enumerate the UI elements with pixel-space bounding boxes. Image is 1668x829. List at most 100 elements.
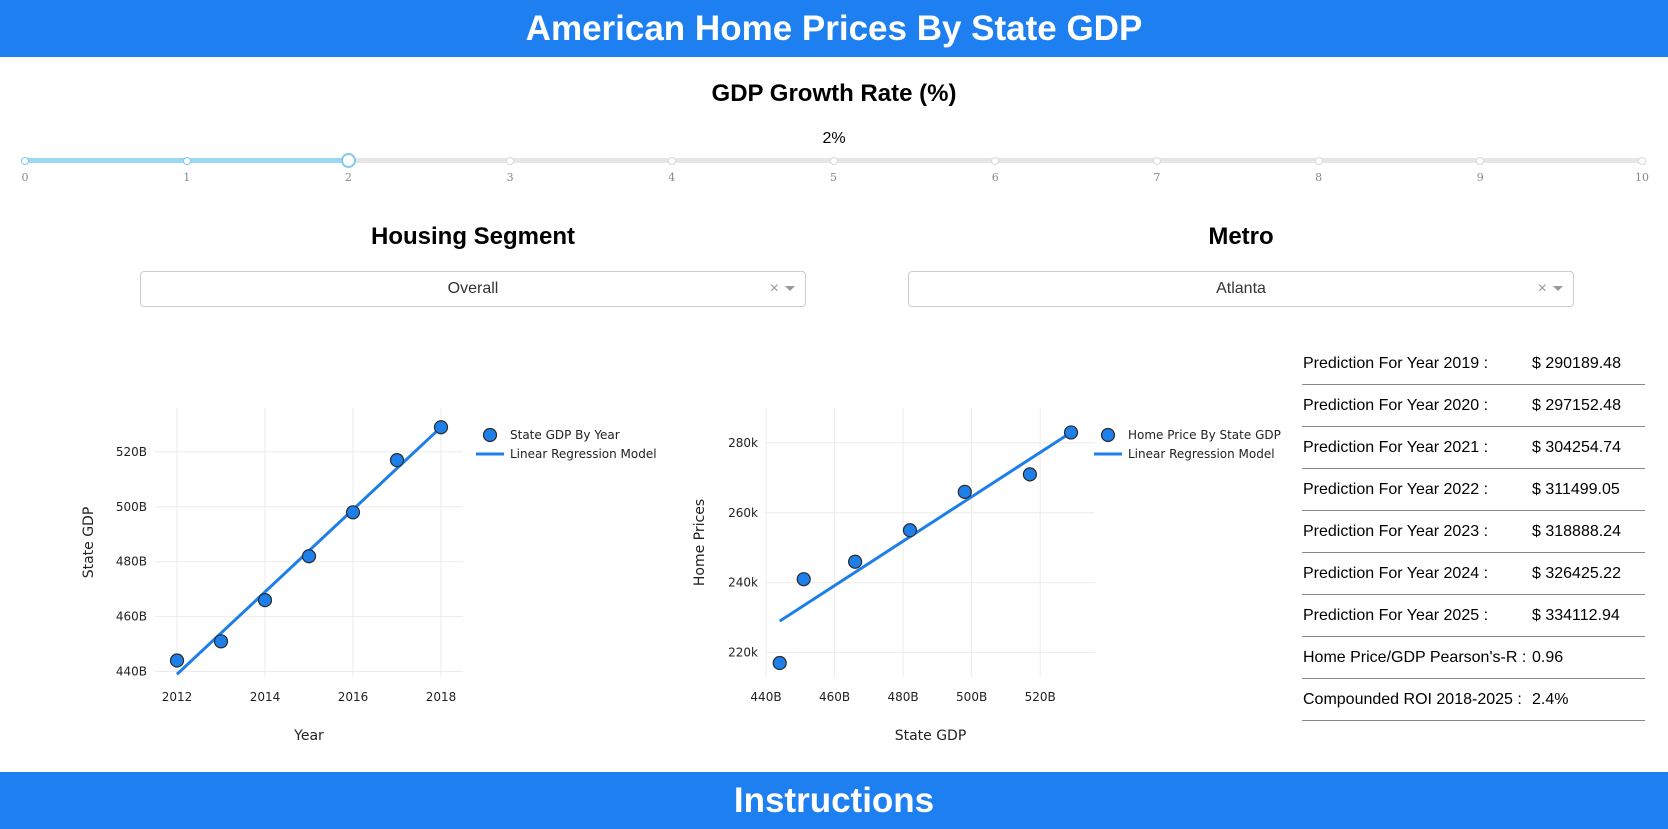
slider-step-dot[interactable] <box>506 156 515 165</box>
data-point <box>433 420 449 435</box>
instructions-title: Instructions <box>733 781 935 820</box>
regression-line <box>778 431 1072 623</box>
slider-step-dot[interactable] <box>829 156 838 165</box>
slider-mark-label: 5 <box>830 171 837 184</box>
data-point <box>902 523 918 538</box>
page-title-banner: American Home Prices By State GDP <box>0 0 1668 57</box>
home-price-by-gdp-chart: 440B 460B 480B 500B 520B 220k 240k 260k 280k Stat… <box>692 408 1281 744</box>
slider-step-dot[interactable] <box>1152 156 1161 165</box>
y-tick-label: 440B <box>116 665 147 679</box>
y-axis-title: State GDP <box>81 507 97 579</box>
x-axis-title: State GDP <box>895 728 967 744</box>
slider-step-dot[interactable] <box>1638 156 1646 165</box>
chevron-down-icon[interactable] <box>785 286 795 291</box>
prediction-value: $ 297152.48 <box>1532 397 1621 414</box>
slider-step-dot[interactable] <box>21 156 29 165</box>
x-axis-title: Year <box>293 728 324 744</box>
data-point <box>772 655 787 671</box>
data-point <box>796 572 811 587</box>
y-tick-label: 480B <box>116 555 147 569</box>
prediction-label: Prediction For Year 2020 : <box>1303 397 1489 414</box>
prediction-row: Compounded ROI 2018-2025 : 2.4% <box>1302 679 1645 721</box>
prediction-value: $ 290189.48 <box>1532 355 1621 372</box>
metro-title: Metro <box>1208 223 1274 250</box>
y-tick-label: 220k <box>728 646 758 660</box>
data-point <box>169 653 185 668</box>
housing-segment-dropdown[interactable]: Overall × <box>140 271 806 307</box>
gdp-growth-slider-handle[interactable] <box>340 153 356 168</box>
prediction-label: Prediction For Year 2023 : <box>1303 523 1489 540</box>
prediction-row: Prediction For Year 2019 : $ 290189.48 <box>1302 343 1645 385</box>
prediction-label: Compounded ROI 2018-2025 : <box>1303 691 1522 708</box>
data-point <box>257 593 273 608</box>
data-point <box>957 484 972 499</box>
gdp-growth-title: GDP Growth Rate (%) <box>711 80 957 107</box>
data-point <box>345 505 361 520</box>
slider-mark-label: 7 <box>1153 171 1161 184</box>
housing-segment-title: Housing Segment <box>370 223 575 250</box>
clear-icon[interactable]: × <box>1537 280 1547 297</box>
y-tick-label: 240k <box>728 576 758 590</box>
y-tick-label: 260k <box>728 506 758 520</box>
prediction-row: Prediction For Year 2025 : $ 334112.94 <box>1302 595 1645 637</box>
gdp-growth-value: 2% <box>822 130 846 147</box>
legend-label: State GDP By Year <box>510 428 620 442</box>
prediction-value: $ 318888.24 <box>1532 523 1621 540</box>
prediction-label: Prediction For Year 2024 : <box>1303 565 1489 582</box>
housing-segment-selected: Overall <box>447 280 499 297</box>
prediction-label: Home Price/GDP Pearson's-R : <box>1303 649 1527 666</box>
slider-mark-label: 6 <box>991 171 999 184</box>
slider-mark-label: 1 <box>183 171 191 184</box>
prediction-value: 0.96 <box>1532 649 1564 666</box>
slider-step-dot[interactable] <box>667 156 676 165</box>
slider-mark-label: 0 <box>21 171 29 184</box>
slider-mark-label: 10 <box>1635 171 1649 184</box>
data-point <box>1063 425 1079 440</box>
slider-step-dot[interactable] <box>1476 156 1485 165</box>
prediction-value: $ 311499.05 <box>1532 481 1620 498</box>
x-tick-label: 440B <box>750 690 781 704</box>
slider-step-dot[interactable] <box>182 156 191 165</box>
x-tick-label: 460B <box>819 690 850 704</box>
prediction-label: Prediction For Year 2021 : <box>1303 439 1489 456</box>
data-point <box>848 554 863 569</box>
y-tick-label: 280k <box>728 436 758 450</box>
legend-label: Linear Regression Model <box>510 447 657 461</box>
metro-dropdown[interactable]: Atlanta × <box>908 271 1574 307</box>
y-axis-title: Home Prices <box>692 499 708 586</box>
y-tick-label: 520B <box>116 445 147 459</box>
prediction-value: $ 304254.74 <box>1532 439 1621 456</box>
x-tick-label: 480B <box>888 690 919 704</box>
legend-marker-icon <box>482 427 498 443</box>
x-tick-label: 520B <box>1025 690 1056 704</box>
prediction-row: Home Price/GDP Pearson's-R : 0.96 <box>1302 637 1645 679</box>
metro-selected: Atlanta <box>1216 280 1266 297</box>
data-point <box>1022 467 1037 482</box>
slider-step-dot[interactable] <box>991 156 1000 165</box>
prediction-value: $ 326425.22 <box>1532 565 1621 582</box>
prediction-row: Prediction For Year 2021 : $ 304254.74 <box>1302 427 1645 469</box>
prediction-row: Prediction For Year 2023 : $ 318888.24 <box>1302 511 1645 553</box>
slider-mark-label: 4 <box>668 171 676 184</box>
x-tick-label: 2014 <box>250 690 281 704</box>
slider-mark-label: 2 <box>344 171 352 184</box>
instructions-banner[interactable]: Instructions <box>0 772 1668 829</box>
x-tick-label: 2016 <box>338 690 369 704</box>
prediction-label: Prediction For Year 2025 : <box>1303 607 1489 624</box>
slider-mark-label: 9 <box>1476 171 1484 184</box>
prediction-row: Prediction For Year 2020 : $ 297152.48 <box>1302 385 1645 427</box>
clear-icon[interactable]: × <box>769 280 779 297</box>
data-point <box>213 634 229 649</box>
data-point <box>301 549 317 564</box>
slider-mark-label: 8 <box>1315 171 1323 184</box>
slider-step-dot[interactable] <box>1314 156 1323 165</box>
prediction-table: Prediction For Year 2019 : $ 290189.48 Pre… <box>1302 343 1645 721</box>
data-point <box>389 453 405 468</box>
prediction-value: 2.4% <box>1532 691 1569 708</box>
chevron-down-icon[interactable] <box>1553 286 1563 291</box>
prediction-label: Prediction For Year 2022 : <box>1303 481 1489 498</box>
y-tick-label: 500B <box>116 500 147 514</box>
prediction-row: Prediction For Year 2024 : $ 326425.22 <box>1302 553 1645 595</box>
legend-label: Home Price By State GDP <box>1128 428 1281 442</box>
legend-marker-icon <box>1100 427 1116 443</box>
